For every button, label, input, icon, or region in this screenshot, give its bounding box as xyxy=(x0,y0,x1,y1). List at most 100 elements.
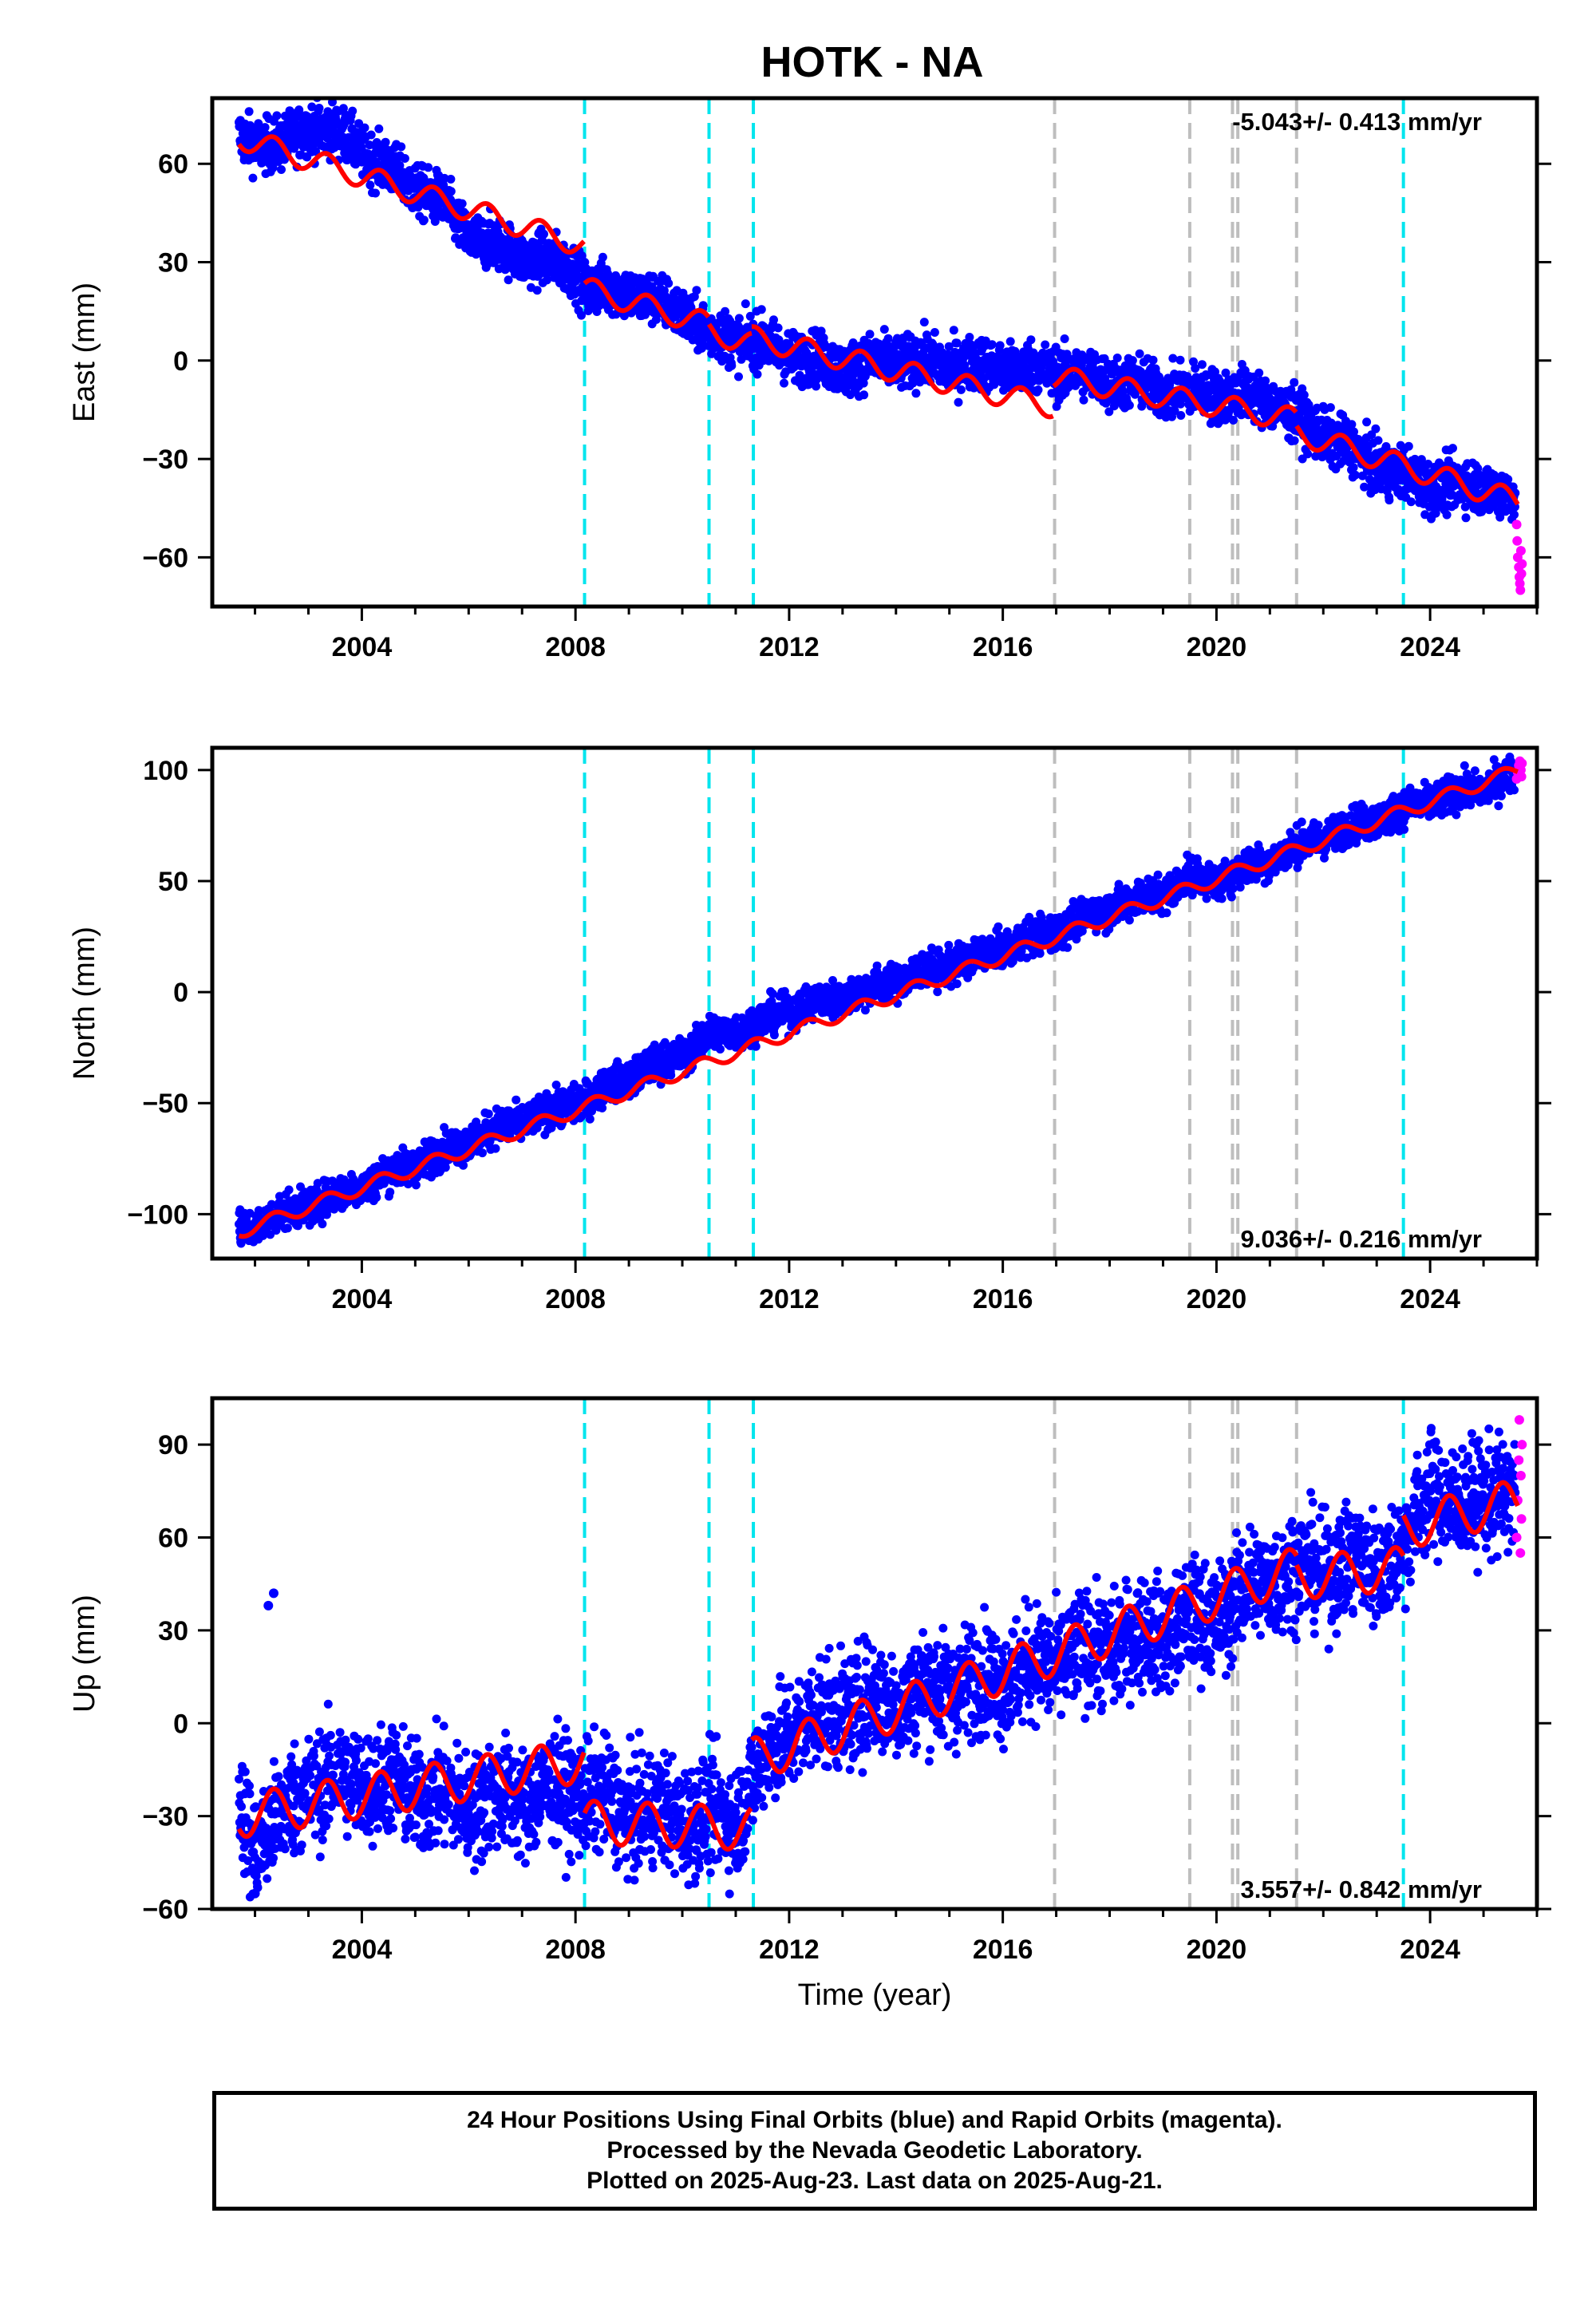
rapid-orbit-point xyxy=(1511,520,1522,530)
final-orbit-point xyxy=(272,111,282,121)
final-orbit-point xyxy=(865,330,875,339)
velocity-annotation: -5.043+/- 0.413 mm/yr xyxy=(1232,108,1482,136)
y-tick-label: 60 xyxy=(158,149,188,180)
final-orbit-point xyxy=(1112,354,1122,362)
final-orbit-point xyxy=(816,326,826,336)
final-orbit-point xyxy=(1448,444,1457,453)
final-orbit-point xyxy=(944,342,954,351)
final-orbit-point xyxy=(780,378,788,388)
final-orbit-point xyxy=(1254,368,1264,377)
final-orbit-point xyxy=(1349,463,1358,472)
final-orbit-point xyxy=(1041,340,1050,350)
final-orbit-point xyxy=(512,1095,521,1105)
final-orbit-point xyxy=(812,381,821,391)
final-orbit-point xyxy=(328,98,337,107)
final-orbit-point xyxy=(1406,497,1416,507)
final-orbit-point xyxy=(258,158,267,167)
y-tick-label: 30 xyxy=(158,247,188,278)
final-orbit-point xyxy=(911,389,921,398)
final-orbit-point xyxy=(348,106,358,116)
final-orbit-point xyxy=(314,104,324,113)
y-tick-label: −30 xyxy=(142,445,188,475)
final-orbit-point xyxy=(1026,335,1036,345)
final-orbit-point xyxy=(764,356,773,366)
final-orbit-point xyxy=(365,180,375,190)
y-tick-label: −60 xyxy=(142,543,188,573)
final-orbit-point xyxy=(284,1185,294,1195)
final-orbit-point xyxy=(987,340,997,350)
rapid-orbit-points xyxy=(1511,520,1527,595)
final-orbit-point xyxy=(539,229,548,239)
rapid-orbit-point xyxy=(1512,536,1523,546)
final-orbit-point xyxy=(1060,334,1069,343)
final-orbit-point xyxy=(294,105,304,115)
final-orbit-point xyxy=(1104,407,1114,417)
final-orbit-point xyxy=(419,215,429,225)
final-orbit-point xyxy=(879,325,889,334)
final-orbit-point xyxy=(773,323,783,333)
final-orbit-point xyxy=(1124,401,1134,410)
final-orbit-point xyxy=(395,160,405,170)
final-orbit-point xyxy=(360,123,369,132)
final-orbit-point xyxy=(734,314,744,323)
final-orbit-point xyxy=(311,147,321,156)
final-orbit-point xyxy=(859,378,868,388)
final-orbit-point xyxy=(619,311,629,321)
rapid-orbit-point xyxy=(1516,568,1527,579)
final-orbit-point xyxy=(397,142,406,152)
x-tick-label: 2024 xyxy=(1400,632,1460,662)
x-tick-label: 2012 xyxy=(759,632,820,662)
final-orbit-point xyxy=(372,1192,381,1202)
final-orbit-point xyxy=(1197,360,1207,370)
final-orbit-point xyxy=(949,326,958,335)
final-orbit-point xyxy=(1176,411,1186,420)
final-orbit-point xyxy=(734,372,743,381)
x-tick-label: 2008 xyxy=(545,632,606,662)
final-orbit-point xyxy=(757,305,766,314)
final-orbit-point xyxy=(491,1144,500,1153)
final-orbit-point xyxy=(484,1109,493,1119)
final-orbit-point xyxy=(995,341,1005,350)
final-orbit-point xyxy=(848,338,858,347)
final-orbit-point xyxy=(244,107,254,117)
final-orbit-point xyxy=(1290,377,1299,387)
figure-title: HOTK - NA xyxy=(761,38,984,86)
final-orbit-point xyxy=(954,397,963,407)
final-orbit-point xyxy=(745,311,755,321)
final-orbit-point xyxy=(698,301,708,310)
final-orbit-point xyxy=(753,370,762,379)
final-orbit-point xyxy=(598,252,607,262)
final-orbit-point xyxy=(371,188,380,198)
final-orbit-point xyxy=(446,187,456,196)
final-orbit-point xyxy=(1362,417,1372,427)
final-orbit-point xyxy=(956,385,966,394)
final-orbit-point xyxy=(385,1188,395,1197)
final-orbit-point xyxy=(400,154,409,163)
final-orbit-point xyxy=(268,163,278,172)
x-tick-label: 2016 xyxy=(973,632,1033,662)
final-orbit-point xyxy=(478,1148,487,1158)
final-orbit-points xyxy=(235,98,1520,524)
final-orbit-point xyxy=(930,328,939,337)
final-orbit-point xyxy=(1442,510,1452,520)
final-orbit-point xyxy=(411,1180,421,1190)
final-orbit-point xyxy=(952,338,962,348)
final-orbit-point xyxy=(883,334,893,343)
final-orbit-point xyxy=(1229,416,1238,425)
final-orbit-point xyxy=(1148,355,1158,365)
rapid-orbit-point xyxy=(1515,585,1526,595)
final-orbit-point xyxy=(774,335,784,345)
final-orbit-point xyxy=(1079,395,1088,405)
final-orbit-point xyxy=(664,279,674,288)
final-orbit-point xyxy=(577,310,586,320)
x-tick-label: 2004 xyxy=(332,632,393,662)
final-orbit-point xyxy=(692,286,701,295)
final-orbit-point xyxy=(721,306,730,316)
final-orbit-point xyxy=(908,378,918,388)
final-orbit-point xyxy=(457,199,467,208)
final-orbit-point xyxy=(542,275,551,285)
final-orbit-point xyxy=(1033,385,1043,394)
final-orbit-point xyxy=(260,123,270,132)
final-orbit-point xyxy=(965,333,974,342)
